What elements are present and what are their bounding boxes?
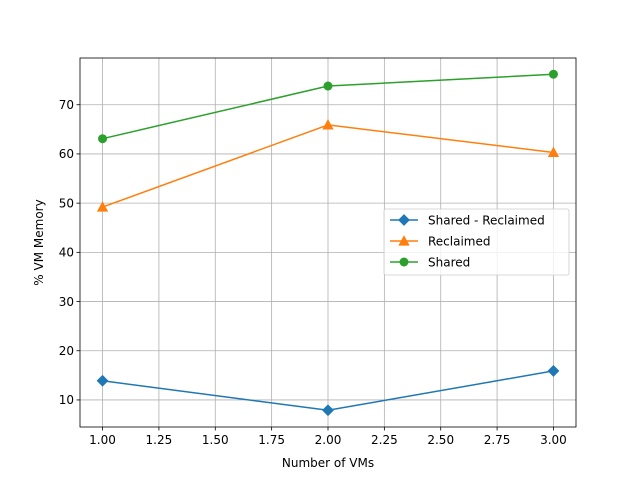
x-tick-label: 2.75 [484, 433, 511, 447]
y-tick-label: 40 [59, 246, 74, 260]
y-tick-label: 20 [59, 344, 74, 358]
series-layer [96, 69, 560, 417]
legend-label: Shared [428, 255, 470, 269]
x-tick-label: 1.00 [89, 433, 116, 447]
x-tick-label: 2.25 [371, 433, 398, 447]
x-tick-label: 1.75 [258, 433, 285, 447]
y-tick-label: 60 [59, 147, 74, 161]
data-point [322, 119, 334, 130]
ticks: 1.00 1.25 1.50 1.75 2.00 2.25 2.50 2.75 3.00 10 20… [59, 98, 567, 447]
legend-label: Reclaimed [428, 234, 491, 248]
data-point [323, 81, 333, 91]
legend-item: Shared - Reclaimed [390, 213, 545, 227]
series-shared-reclaimed [96, 365, 560, 417]
y-tick-label: 50 [59, 196, 74, 210]
data-point [96, 201, 109, 212]
x-tick-label: 1.25 [146, 433, 173, 447]
data-point [547, 365, 560, 377]
legend-item: Shared [390, 255, 470, 269]
y-tick-label: 70 [59, 98, 74, 112]
legend-label: Shared - Reclaimed [428, 213, 545, 227]
y-axis-label: % VM Memory [32, 199, 46, 285]
legend: Shared - Reclaimed Reclaimed Shared [383, 208, 570, 276]
x-tick-label: 2.00 [315, 433, 342, 447]
y-tick-label: 10 [59, 393, 74, 407]
x-axis-label: Number of VMs [282, 456, 374, 470]
x-tick-label: 2.50 [427, 433, 454, 447]
legend-frame [383, 208, 570, 276]
data-point [98, 134, 108, 144]
legend-item: Reclaimed [390, 234, 491, 248]
x-tick-label: 1.50 [202, 433, 229, 447]
y-tick-label: 30 [59, 295, 74, 309]
x-tick-label: 3.00 [540, 433, 567, 447]
series-reclaimed [96, 119, 560, 212]
data-point [548, 69, 558, 79]
series-shared [98, 69, 558, 144]
legend-swatch-marker [399, 257, 409, 267]
data-point [322, 404, 334, 417]
legend-swatch-marker [398, 235, 410, 246]
data-point [547, 146, 560, 158]
legend-swatch-marker [398, 214, 410, 226]
data-point [96, 374, 109, 387]
